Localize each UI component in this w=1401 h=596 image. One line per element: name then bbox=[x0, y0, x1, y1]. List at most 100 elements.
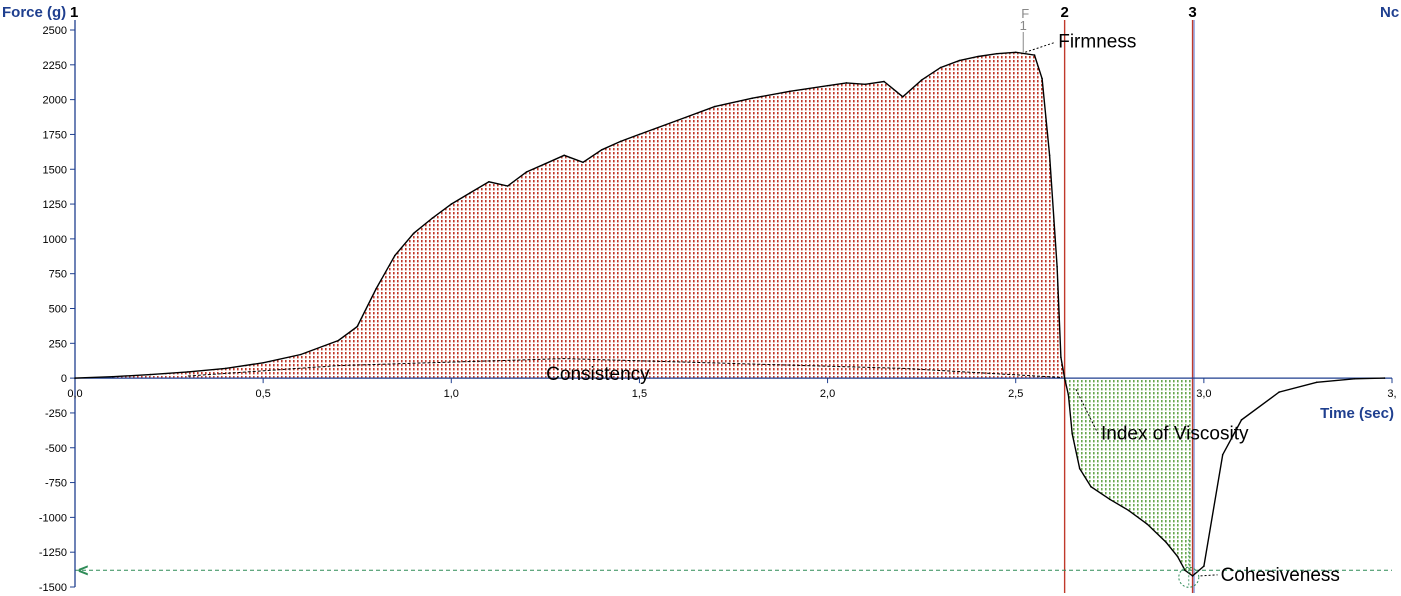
data-point bbox=[638, 133, 641, 136]
annotation-firmness-leader bbox=[1025, 41, 1056, 53]
data-point bbox=[582, 161, 584, 164]
corner-label: Nc bbox=[1380, 4, 1399, 21]
y-axis-label: Force (g) bbox=[2, 4, 66, 21]
y-tick-label: 750 bbox=[49, 269, 67, 281]
y-tick-label: -1500 bbox=[39, 582, 67, 594]
y-tick-label: 1250 bbox=[43, 199, 67, 211]
data-point bbox=[1048, 154, 1051, 157]
data-point bbox=[1067, 394, 1070, 396]
marker-lines: 2 3 < bbox=[75, 4, 1392, 593]
x-axis-label: Time (sec) bbox=[1320, 405, 1394, 422]
peak-marker-number: 1 bbox=[1020, 18, 1027, 33]
data-point bbox=[1056, 265, 1058, 268]
data-point bbox=[506, 185, 509, 187]
data-point bbox=[845, 82, 848, 84]
data-point bbox=[1090, 485, 1092, 488]
data-point bbox=[469, 192, 471, 194]
data-point bbox=[619, 140, 622, 143]
annotation-cohesiveness: Cohesiveness bbox=[1221, 565, 1340, 586]
data-point bbox=[74, 377, 76, 379]
data-point bbox=[1127, 509, 1130, 512]
y-tick-label: -750 bbox=[45, 478, 67, 490]
data-point bbox=[1146, 523, 1149, 526]
y-tick-label: -250 bbox=[45, 408, 67, 420]
baseline-arrow: < bbox=[78, 560, 89, 580]
data-point bbox=[300, 353, 302, 356]
consistency-area bbox=[75, 52, 1065, 379]
y-tick-label: 2500 bbox=[43, 25, 67, 37]
data-point bbox=[1315, 381, 1318, 384]
data-point bbox=[488, 181, 490, 183]
data-point bbox=[1203, 565, 1205, 567]
data-point bbox=[412, 232, 415, 235]
marker-number-3: 3 bbox=[1188, 4, 1196, 21]
viscosity-area bbox=[1064, 378, 1193, 576]
data-point bbox=[111, 375, 114, 378]
marker-number-2: 2 bbox=[1060, 4, 1068, 21]
data-point bbox=[713, 105, 716, 108]
data-point bbox=[1221, 453, 1224, 456]
data-point bbox=[149, 373, 152, 376]
data-point bbox=[544, 162, 547, 165]
x-tick-label: 2,5 bbox=[1008, 388, 1023, 400]
x-tick-label: 1,0 bbox=[444, 388, 459, 400]
y-tick-label: 2000 bbox=[43, 95, 67, 107]
x-tick-label: 0,0 bbox=[67, 388, 82, 400]
data-point bbox=[450, 203, 453, 205]
x-tick-label: 0,5 bbox=[255, 388, 270, 400]
cohesiveness-target bbox=[1178, 566, 1200, 588]
y-tick-label: 250 bbox=[49, 338, 67, 350]
data-point bbox=[375, 288, 377, 290]
data-point bbox=[1033, 54, 1036, 56]
data-point bbox=[262, 362, 264, 364]
annotation-index-of-viscosity-leader bbox=[1075, 389, 1099, 434]
data-point bbox=[224, 367, 227, 370]
data-point bbox=[1191, 575, 1194, 577]
annotation-firmness: Firmness bbox=[1058, 31, 1136, 52]
data-point bbox=[1041, 77, 1043, 80]
consistency-trend-line bbox=[187, 358, 1061, 378]
y-tick-label: 1000 bbox=[43, 234, 67, 246]
peak-marker-letter: F bbox=[1021, 6, 1029, 21]
y-tick-label: -1000 bbox=[39, 512, 67, 524]
data-point bbox=[525, 171, 528, 173]
data-point bbox=[676, 119, 678, 122]
annotation-cohesiveness-leader bbox=[1200, 574, 1218, 577]
y-tick-label: -500 bbox=[45, 443, 67, 455]
annotations: Firmness Consistency Index of Viscosity Coh… bbox=[546, 6, 1340, 588]
data-point bbox=[431, 217, 434, 219]
data-point bbox=[1184, 569, 1186, 572]
data-point bbox=[789, 90, 791, 93]
annotation-index-of-viscosity: Index of Viscosity bbox=[1101, 424, 1249, 445]
data-series bbox=[74, 51, 1386, 577]
data-point bbox=[1353, 378, 1356, 380]
tick-labels: 25002250200017501500125010007505002500-2… bbox=[39, 25, 1397, 594]
data-point bbox=[864, 83, 866, 86]
area-fills bbox=[75, 52, 1193, 576]
start-marker-label: 1 bbox=[70, 4, 78, 21]
data-point bbox=[601, 149, 603, 151]
x-tick-label: 2,0 bbox=[820, 388, 835, 400]
y-tick-label: 1750 bbox=[43, 129, 67, 141]
data-point bbox=[1240, 419, 1243, 421]
data-point bbox=[1278, 391, 1280, 393]
data-point bbox=[337, 339, 340, 342]
data-point bbox=[996, 52, 998, 55]
data-point bbox=[1078, 467, 1081, 470]
data-point bbox=[939, 66, 942, 69]
annotation-consistency: Consistency bbox=[546, 364, 650, 385]
data-point bbox=[977, 55, 979, 58]
data-point bbox=[563, 154, 565, 157]
data-point bbox=[1109, 498, 1111, 501]
y-tick-label: -1250 bbox=[39, 547, 67, 559]
y-tick-label: 500 bbox=[49, 304, 67, 316]
data-point bbox=[902, 96, 904, 98]
data-point bbox=[187, 371, 189, 373]
y-tick-label: 1500 bbox=[43, 164, 67, 176]
data-point bbox=[826, 84, 829, 87]
data-point bbox=[958, 59, 961, 62]
x-tick-label: 3, bbox=[1387, 388, 1396, 400]
y-tick-label: 2250 bbox=[43, 60, 67, 72]
data-point bbox=[394, 254, 396, 257]
